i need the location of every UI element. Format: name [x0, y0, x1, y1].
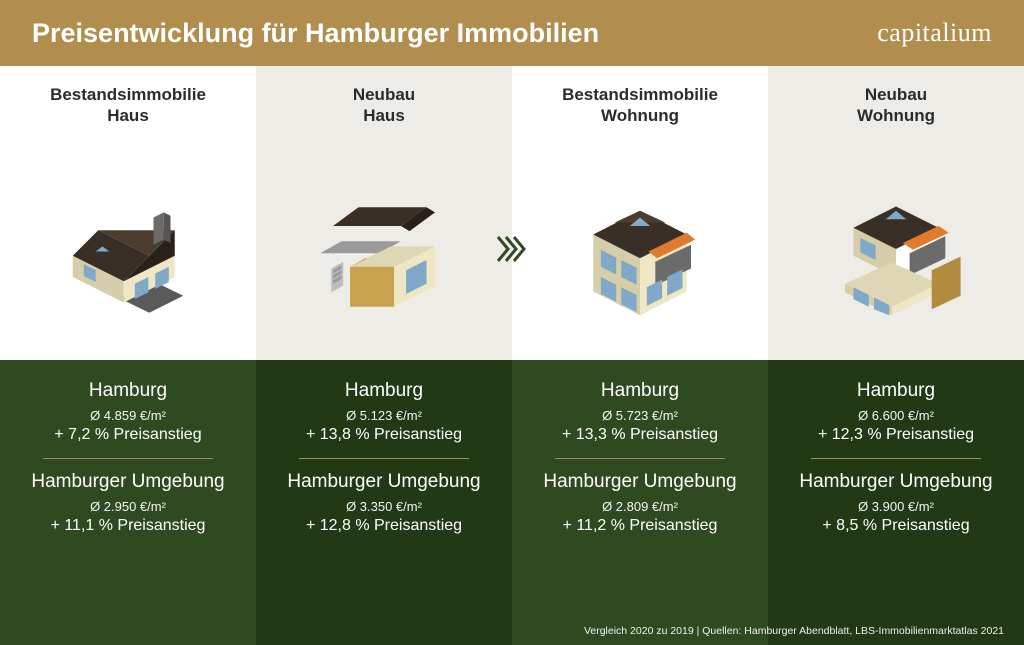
apartment-new-icon	[768, 127, 1024, 361]
rise-hamburg: + 12,3 % Preisanstieg	[818, 426, 974, 444]
panel-label: Bestandsimmobilie Haus	[50, 84, 206, 127]
price-surround: Ø 3.350 €/m²	[346, 499, 422, 514]
region-surround: Hamburger Umgebung	[31, 471, 224, 493]
rise-hamburg: + 13,3 % Preisanstieg	[562, 426, 718, 444]
panel-top: Neubau Wohnung	[768, 66, 1024, 360]
price-hamburg: Ø 4.859 €/m²	[90, 408, 166, 423]
label-line-2: Haus	[107, 106, 149, 125]
panel-top: Bestandsimmobilie Haus	[0, 66, 256, 360]
panel-label: Neubau Wohnung	[857, 84, 935, 127]
chevrons-icon	[495, 234, 529, 264]
brand-logo: capitalium	[877, 18, 992, 48]
panel-top: Neubau Haus	[256, 66, 512, 360]
panel-bottom: Hamburg Ø 4.859 €/m² + 7,2 % Preisanstie…	[0, 360, 256, 645]
price-hamburg: Ø 5.723 €/m²	[602, 408, 678, 423]
panel-bottom: Hamburg Ø 5.123 €/m² + 13,8 % Preisansti…	[256, 360, 512, 645]
price-surround: Ø 3.900 €/m²	[858, 499, 934, 514]
label-line-1: Bestandsimmobilie	[50, 85, 206, 104]
region-hamburg: Hamburg	[601, 380, 679, 402]
rise-surround: + 11,1 % Preisanstieg	[51, 517, 206, 535]
region-surround: Hamburger Umgebung	[799, 471, 992, 493]
region-hamburg: Hamburg	[857, 380, 935, 402]
label-line-1: Neubau	[353, 85, 415, 104]
panel-label: Neubau Haus	[353, 84, 415, 127]
divider-icon	[299, 458, 469, 459]
region-hamburg: Hamburg	[345, 380, 423, 402]
panels-container: Bestandsimmobilie Haus	[0, 66, 1024, 645]
region-surround: Hamburger Umgebung	[287, 471, 480, 493]
price-hamburg: Ø 5.123 €/m²	[346, 408, 422, 423]
panel-neubau-wohnung: Neubau Wohnung	[768, 66, 1024, 645]
panel-top: Bestandsimmobilie Wohnung	[512, 66, 768, 360]
panel-bottom: Hamburg Ø 6.600 €/m² + 12,3 % Preisansti…	[768, 360, 1024, 645]
label-line-2: Haus	[363, 106, 405, 125]
citation-text: Vergleich 2020 zu 2019 | Quellen: Hambur…	[584, 625, 1004, 637]
region-hamburg: Hamburg	[89, 380, 167, 402]
rise-surround: + 8,5 % Preisanstieg	[822, 517, 969, 535]
label-line-1: Neubau	[865, 85, 927, 104]
panel-bestand-wohnung: Bestandsimmobilie Wohnung	[512, 66, 768, 645]
price-hamburg: Ø 6.600 €/m²	[858, 408, 934, 423]
divider-icon	[43, 458, 213, 459]
page-title: Preisentwicklung für Hamburger Immobilie…	[32, 18, 599, 49]
panel-bestand-haus: Bestandsimmobilie Haus	[0, 66, 256, 645]
rise-surround: + 11,2 % Preisanstieg	[563, 517, 718, 535]
region-surround: Hamburger Umgebung	[543, 471, 736, 493]
divider-icon	[811, 458, 981, 459]
header: Preisentwicklung für Hamburger Immobilie…	[0, 0, 1024, 66]
price-surround: Ø 2.950 €/m²	[90, 499, 166, 514]
panel-label: Bestandsimmobilie Wohnung	[562, 84, 718, 127]
rise-hamburg: + 7,2 % Preisanstieg	[54, 426, 201, 444]
rise-hamburg: + 13,8 % Preisanstieg	[306, 426, 462, 444]
house-new-icon	[256, 127, 512, 361]
rise-surround: + 12,8 % Preisanstieg	[306, 517, 462, 535]
label-line-2: Wohnung	[857, 106, 935, 125]
panel-bottom: Hamburg Ø 5.723 €/m² + 13,3 % Preisansti…	[512, 360, 768, 645]
house-existing-icon	[0, 127, 256, 361]
label-line-1: Bestandsimmobilie	[562, 85, 718, 104]
apartment-existing-icon	[512, 127, 768, 361]
price-surround: Ø 2.809 €/m²	[602, 499, 678, 514]
panel-neubau-haus: Neubau Haus	[256, 66, 512, 645]
divider-icon	[555, 458, 725, 459]
label-line-2: Wohnung	[601, 106, 679, 125]
